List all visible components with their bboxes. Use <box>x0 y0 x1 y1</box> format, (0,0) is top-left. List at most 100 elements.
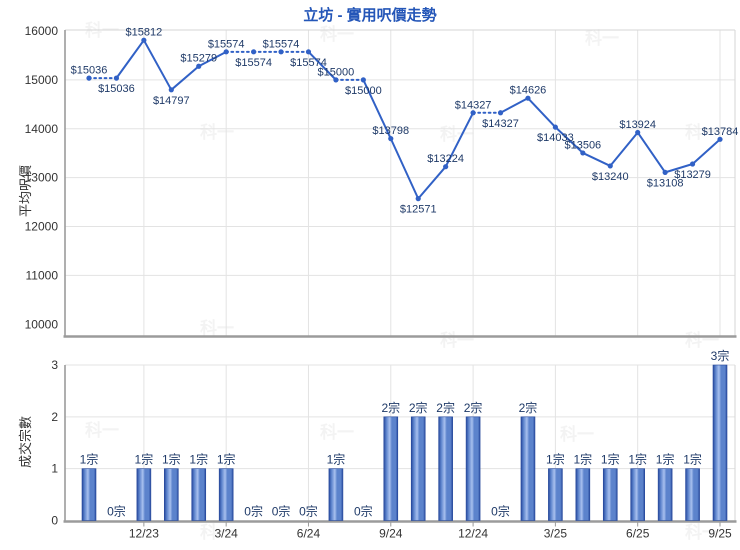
bar-count-label: 2宗 <box>519 400 538 415</box>
watermark-text: 科一 <box>200 522 234 542</box>
price-point[interactable] <box>415 196 421 202</box>
bar-count-label: 2宗 <box>409 400 428 415</box>
price-point-label: $15574 <box>208 38 245 50</box>
watermark-text: 科一 <box>685 122 719 142</box>
price-point[interactable] <box>552 124 558 130</box>
price-line-segment <box>362 78 392 140</box>
bar-count-label: 0宗 <box>491 504 510 519</box>
bar-count-label: 1宗 <box>656 452 675 467</box>
transaction-bar[interactable] <box>630 468 646 521</box>
x-tick-label: 9/25 <box>708 527 732 541</box>
transaction-bar[interactable] <box>410 416 426 521</box>
bar-count-label: 1宗 <box>683 452 702 467</box>
price-point-label: $14033 <box>537 132 574 144</box>
price-point[interactable] <box>470 110 476 116</box>
price-point-label: $14626 <box>510 85 547 97</box>
x-tick-label: 3/25 <box>544 527 568 541</box>
price-point[interactable] <box>662 169 668 175</box>
price-line-segment <box>444 111 475 168</box>
bar-count-label: 1宗 <box>189 452 208 467</box>
price-point[interactable] <box>497 110 504 116</box>
price-point[interactable] <box>278 49 284 55</box>
watermark-text: 科一 <box>685 330 719 350</box>
transaction-bar[interactable] <box>383 416 399 521</box>
price-point[interactable] <box>113 75 120 81</box>
bar-count-label: 0宗 <box>244 504 263 519</box>
bar-count-label: 3宗 <box>711 348 730 363</box>
bar-count-label: 1宗 <box>573 452 592 467</box>
price-y-tick-label: 12000 <box>25 220 59 234</box>
count-y-tick-label: 3 <box>51 358 58 372</box>
price-point[interactable] <box>580 150 586 156</box>
x-tick-label: 3/24 <box>214 527 238 541</box>
price-line-segment <box>581 151 612 167</box>
price-point[interactable] <box>223 49 229 55</box>
price-line-segment <box>526 97 557 129</box>
price-point[interactable] <box>717 136 723 142</box>
transaction-bar[interactable] <box>520 416 536 521</box>
price-point[interactable] <box>443 164 449 170</box>
price-point-label: $13279 <box>674 169 711 181</box>
transaction-bar[interactable] <box>191 468 207 521</box>
transaction-bar[interactable] <box>218 468 234 521</box>
price-line-segment <box>664 163 694 174</box>
bar-count-label: 0宗 <box>354 504 373 519</box>
price-point[interactable] <box>360 77 366 83</box>
price-point-label: $15036 <box>98 83 135 95</box>
transaction-bar[interactable] <box>575 468 591 521</box>
price-point-label: $15000 <box>318 66 355 78</box>
price-point-label: $14797 <box>153 95 190 107</box>
price-point[interactable] <box>388 136 394 142</box>
price-y-tick-label: 15000 <box>25 73 59 87</box>
price-y-tick-label: 10000 <box>25 317 59 331</box>
price-line-segment <box>554 126 584 154</box>
transaction-bar[interactable] <box>164 468 179 521</box>
transaction-bar[interactable] <box>685 468 700 521</box>
watermark-text: 科一 <box>685 522 719 542</box>
count-y-tick-label: 0 <box>51 514 58 528</box>
price-point[interactable] <box>168 87 174 93</box>
transaction-bar[interactable] <box>657 468 673 521</box>
price-point[interactable] <box>141 37 147 43</box>
price-point[interactable] <box>333 77 339 83</box>
price-line-segment <box>170 65 200 91</box>
price-point[interactable] <box>86 75 92 81</box>
x-tick-label: 6/25 <box>626 527 650 541</box>
price-point-label: $13924 <box>619 119 656 131</box>
transaction-bar[interactable] <box>328 468 344 521</box>
bar-count-label: 1宗 <box>135 452 154 467</box>
price-point-label: $14327 <box>482 118 519 130</box>
price-point-label: $13224 <box>427 153 464 165</box>
watermark-text: 科一 <box>440 330 474 350</box>
transaction-bar[interactable] <box>136 468 152 521</box>
price-point[interactable] <box>251 49 257 55</box>
price-point[interactable] <box>607 163 613 169</box>
price-point-label: $15000 <box>345 85 382 97</box>
price-line-segment <box>389 137 420 200</box>
transaction-bar[interactable] <box>712 364 728 521</box>
price-point-label: $15574 <box>263 38 300 50</box>
price-y-tick-label: 11000 <box>26 268 59 282</box>
price-point-label: $12571 <box>400 204 437 216</box>
price-point[interactable] <box>196 63 202 69</box>
price-point[interactable] <box>305 49 312 55</box>
count-y-tick-label: 2 <box>51 410 58 424</box>
transaction-bar[interactable] <box>465 416 481 521</box>
bar-count-label: 1宗 <box>327 452 346 467</box>
transaction-bar[interactable] <box>81 468 97 521</box>
transaction-bar[interactable] <box>548 468 563 521</box>
bar-count-label: 1宗 <box>217 452 236 467</box>
price-point[interactable] <box>689 161 696 167</box>
price-point[interactable] <box>635 129 641 136</box>
watermark-text: 科一 <box>320 422 354 442</box>
price-point-label: $13798 <box>372 125 409 137</box>
transaction-bar[interactable] <box>602 468 618 521</box>
price-point[interactable] <box>525 95 531 101</box>
price-y-tick-label: 13000 <box>25 171 59 185</box>
price-point-label: $13240 <box>592 171 629 183</box>
bar-count-label: 1宗 <box>162 452 181 467</box>
transaction-bar[interactable] <box>438 416 453 521</box>
bar-count-label: 0宗 <box>272 504 291 519</box>
price-line-segment <box>691 138 722 166</box>
